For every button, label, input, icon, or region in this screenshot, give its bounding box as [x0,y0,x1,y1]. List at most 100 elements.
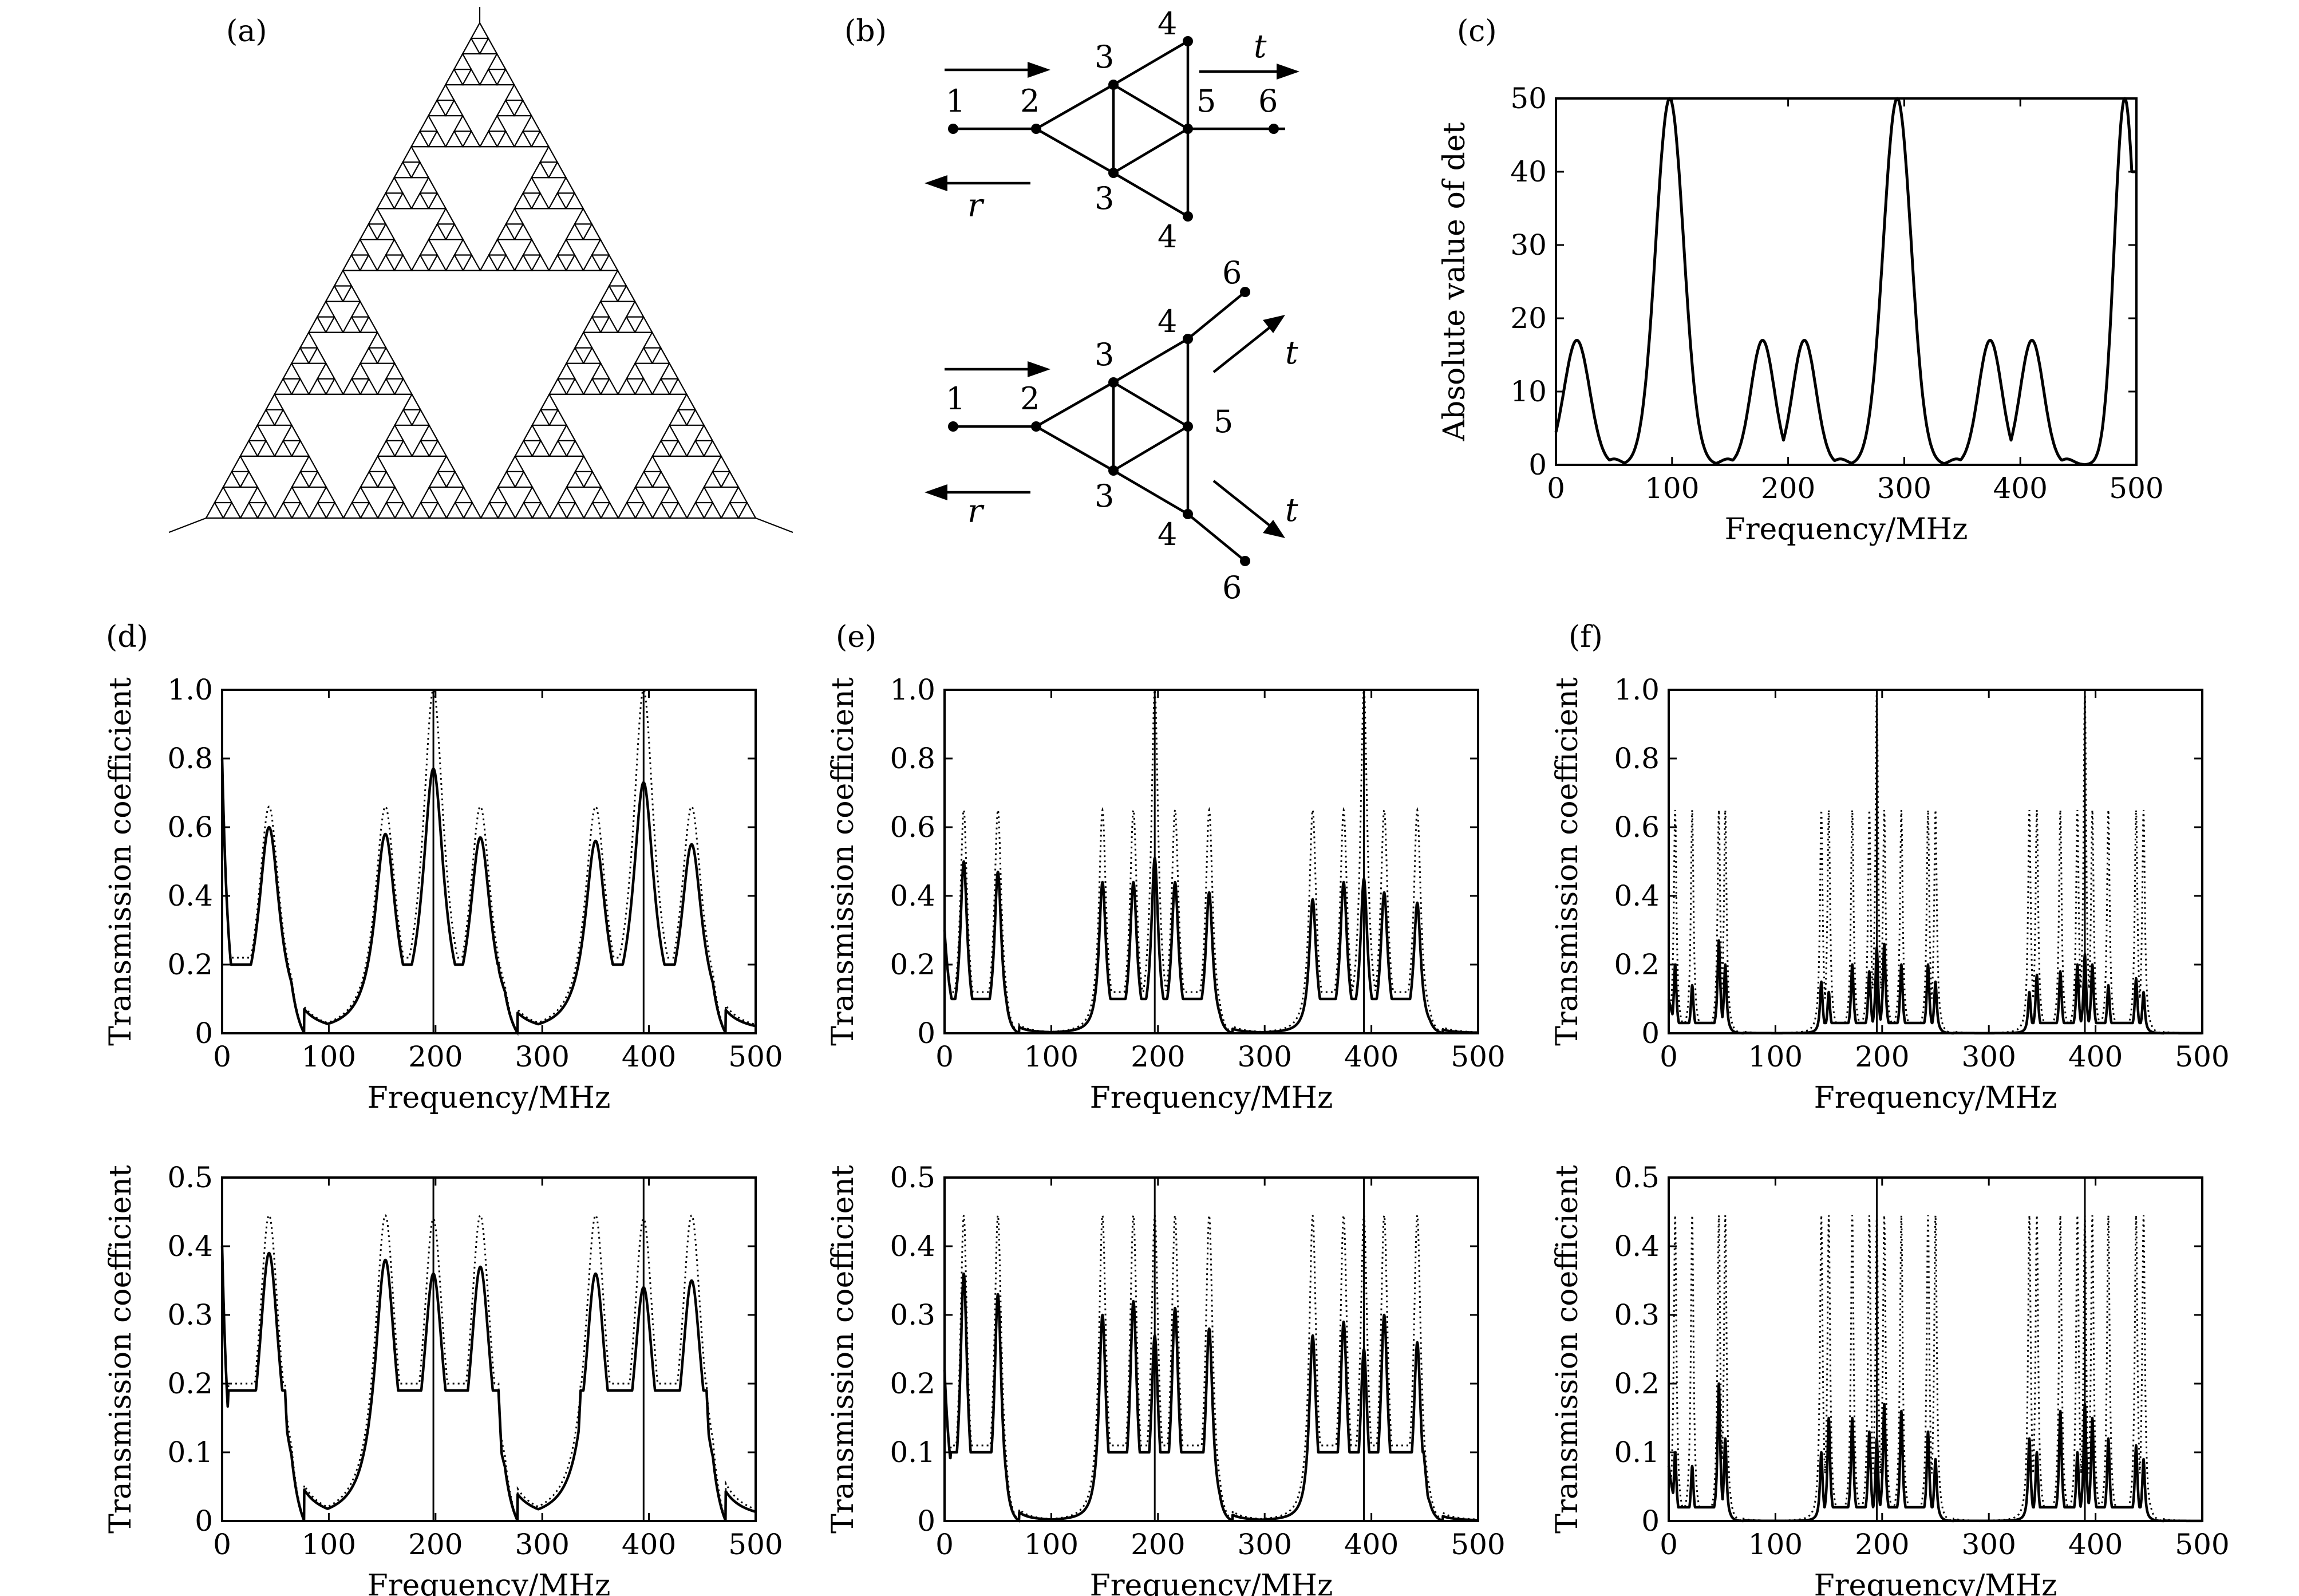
gasket-triangle [617,285,636,302]
y-tick-label: 0.5 [167,1161,213,1194]
y-tick-label: 0 [917,1504,935,1538]
gasket-triangle [642,455,662,473]
gasket-triangle [548,254,567,271]
gasket-triangle [461,68,481,86]
panel-label-a: (a) [226,14,267,49]
gasket-triangle [669,501,688,519]
gasket-lead [168,517,207,534]
gasket-triangle [282,485,302,504]
gasket-triangle [565,439,585,457]
gasket-triangle [513,254,533,271]
edge-2-3u [1035,84,1115,130]
gasket-triangle [359,223,378,240]
plot-frame [943,689,1479,1034]
gasket-triangle [454,485,473,504]
y-tick-label: 0.4 [1614,879,1660,912]
gasket-triangle [410,161,430,179]
gasket-triangle [608,269,627,287]
gasket-triangle [290,439,310,457]
chart-f-bottom: 0 100 200 300 400 500 0 0.1 0.2 0.3 0.4 0.5 Frequenc… [1550,1161,2230,1596]
transmitted-label: t [1254,28,1267,65]
x-tick-label: 300 [515,1528,569,1561]
node-label: 6 [1222,570,1242,606]
gasket-triangle [582,346,602,364]
gasket-triangle [703,501,722,519]
gasket-triangle [548,501,568,519]
gasket-triangle [385,485,405,504]
y-tick-label: 10 [1510,375,1547,408]
gasket-triangle [668,377,688,395]
gasket-triangle [239,439,259,457]
gasket-triangle [504,207,524,225]
transmitted-arrow-lower [1212,480,1271,527]
gasket-triangle [282,362,302,380]
y-tick-label: 0.2 [890,948,935,981]
y-tick-label: 0.3 [1614,1298,1660,1332]
x-tick-label: 200 [1761,472,1815,505]
gasket-triangle [317,485,336,504]
gasket-triangle [273,439,293,457]
gasket-triangle [359,315,379,333]
gasket-triangle [634,346,654,364]
gasket-triangle [401,145,421,163]
edge-3l-4l [1112,172,1189,218]
x-tick-label: 100 [302,1040,356,1073]
gasket-triangle [256,408,276,426]
gasket-triangle [299,331,319,349]
gasket-triangle [214,485,233,504]
gasket-triangle [444,129,464,148]
node-4-upper [1183,334,1193,344]
x-axis-label: Frequency/MHz [1814,1569,2057,1596]
gasket-triangle [557,485,576,504]
x-axis-label: Frequency/MHz [1090,1081,1333,1115]
gasket-triangle [703,470,722,488]
gasket-triangle [720,501,740,519]
gasket-triangle [410,192,430,210]
gasket-triangle [393,377,413,395]
gasket-triangle [222,470,242,488]
gasket-triangle [359,346,379,364]
node-6 [1269,124,1279,134]
y-tick-label: 0.1 [890,1436,935,1469]
gasket-triangle [531,408,551,426]
node-label: 5 [1214,404,1233,440]
gasket-triangle [264,393,285,410]
gasket-triangle [436,207,456,225]
x-tick-label: 300 [1961,1528,2016,1561]
x-tick-label: 400 [622,1040,676,1073]
gasket-triangle [308,501,327,519]
gasket-triangle [308,470,327,488]
node-3-lower [1108,465,1119,476]
gasket-triangle [393,439,413,457]
panel-label-e: (e) [836,620,876,654]
gasket-triangle [359,377,379,395]
gasket-triangle [626,485,645,504]
gasket-triangle [729,485,748,504]
gasket-triangle [256,439,276,457]
gasket-triangle [453,114,473,132]
y-tick-label: 0.3 [167,1298,213,1332]
transmission-curve-solid [943,1272,1479,1523]
y-tick-label: 0.8 [890,742,935,775]
x-tick-label: 500 [728,1040,783,1073]
arrow-head [1028,361,1050,377]
node-label: 4 [1158,516,1177,552]
y-axis-label: Transmission coefficient [1550,1165,1585,1534]
gasket-triangle [316,300,336,318]
x-tick-label: 100 [1024,1528,1079,1561]
gasket-triangle [273,377,293,395]
gasket-triangle [522,114,542,132]
x-axis-label: Frequency/MHz [1814,1081,2057,1115]
arrow-head [925,175,947,191]
node-3-upper [1108,80,1119,90]
gasket-triangle [256,501,276,519]
gasket-triangle [230,455,250,473]
y-tick-label: 1.0 [890,673,935,706]
y-tick-label: 0.2 [167,1367,213,1400]
gasket-triangle [582,223,602,240]
gasket-triangle [487,52,507,70]
gasket-triangle [513,223,533,240]
y-axis-label: Transmission coefficient [1550,677,1585,1046]
arrow-head [1263,315,1285,333]
gasket-triangle [694,424,714,441]
